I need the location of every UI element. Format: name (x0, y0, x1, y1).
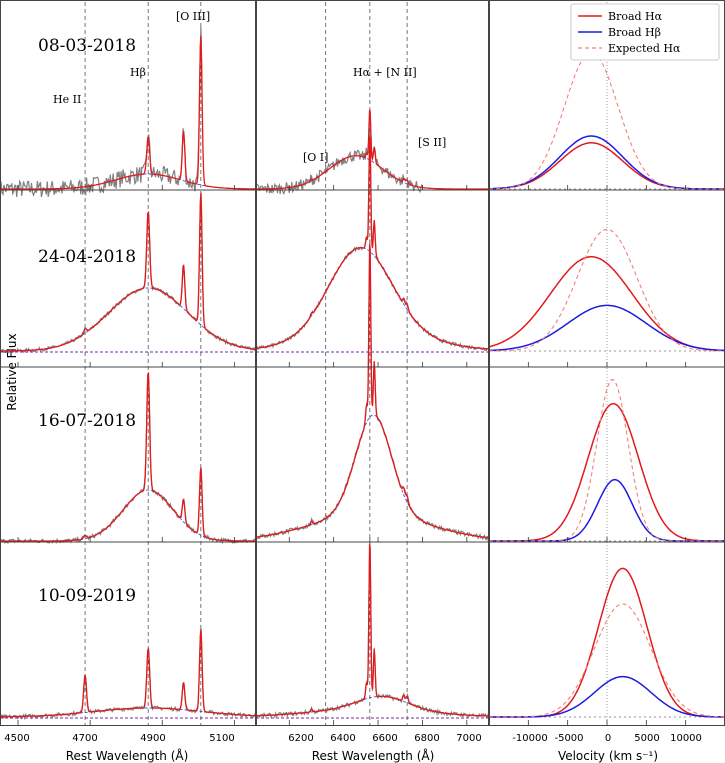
p1-xtick-label: 4900 (140, 733, 165, 744)
oiii-line-label: [O III] (176, 10, 210, 23)
observed-spectrum (0, 377, 257, 545)
halpha-nii-line-label: Hα + [N II] (353, 66, 417, 79)
velocity-profile (489, 379, 725, 542)
velocity-profile (488, 304, 725, 352)
date-label-row-2: 24-04-2018 (38, 247, 136, 267)
model-fit (0, 192, 256, 352)
observed-spectrum (0, 193, 257, 354)
broad-component (0, 287, 257, 352)
y-axis-label: Relative Flux (5, 333, 19, 410)
model-fit (255, 543, 490, 717)
p2-xtick-label: 6800 (414, 733, 439, 744)
p3-xtick-label: 0 (605, 733, 611, 744)
observed-spectrum (255, 536, 490, 719)
broad-component (255, 414, 490, 539)
p2-xtick-label: 6400 (330, 733, 355, 744)
panel-frames (0, 0, 725, 726)
p1-xtick-label: 4700 (72, 733, 97, 744)
velocity-profile (489, 402, 725, 542)
p1-x-axis-label: Rest Wavelength (Å) (66, 748, 189, 763)
broad-component (256, 155, 489, 190)
observed-spectrum (0, 628, 257, 721)
p3-xtick-label: -10000 (512, 733, 547, 744)
panel-frame (0, 0, 256, 726)
p3-xtick-label: 5000 (634, 733, 659, 744)
legend-label-expected-halpha: Expected Hα (608, 42, 681, 55)
hbeta-line-label: Hβ (130, 66, 146, 79)
p3-xtick-label: 10000 (670, 733, 702, 744)
broad-component (0, 489, 256, 542)
model-fit (0, 371, 256, 542)
reference-lines (84, 2, 725, 725)
date-label-row-3: 16-07-2018 (38, 411, 136, 431)
legend: Broad Hα Broad Hβ Expected Hα (570, 3, 720, 61)
legend-label-broad-halpha: Broad Hα (608, 10, 663, 23)
velocity-profile (489, 51, 725, 190)
p1-xtick-label: 5100 (209, 733, 234, 744)
model-fit (255, 136, 490, 350)
observed-spectrum (255, 110, 423, 196)
model-fit (0, 629, 257, 718)
legend-label-broad-hbeta: Broad Hβ (608, 26, 661, 39)
p2-xtick-label: 6600 (372, 733, 397, 744)
velocity-profile (489, 675, 725, 718)
date-label-row-1: 08-03-2018 (38, 36, 136, 56)
p2-xtick-label: 7000 (456, 733, 481, 744)
spectra-curves (0, 26, 725, 721)
p2-x-axis-label: Rest Wavelength (Å) (312, 748, 435, 763)
p1-xtick-label: 4500 (4, 733, 29, 744)
p3-x-axis-label: Velocity (km s⁻¹) (558, 749, 658, 763)
oi-line-label: [O I] (303, 151, 328, 164)
p3-xtick-label: -5000 (554, 733, 583, 744)
legend-box (570, 3, 720, 61)
p2-xtick-label: 6200 (288, 733, 313, 744)
tick-marks (17, 185, 687, 725)
observed-spectrum (255, 239, 490, 542)
broad-component (255, 247, 490, 350)
model-fit (256, 244, 490, 539)
date-label-row-4: 10-09-2019 (38, 586, 136, 606)
model-fit (256, 109, 489, 190)
heii-line-label: He II (53, 93, 81, 106)
model-fit (0, 35, 256, 190)
velocity-profile (488, 256, 725, 352)
panel-frame (256, 0, 489, 726)
sii-line-label: [S II] (418, 136, 446, 149)
velocity-profile (489, 228, 725, 352)
